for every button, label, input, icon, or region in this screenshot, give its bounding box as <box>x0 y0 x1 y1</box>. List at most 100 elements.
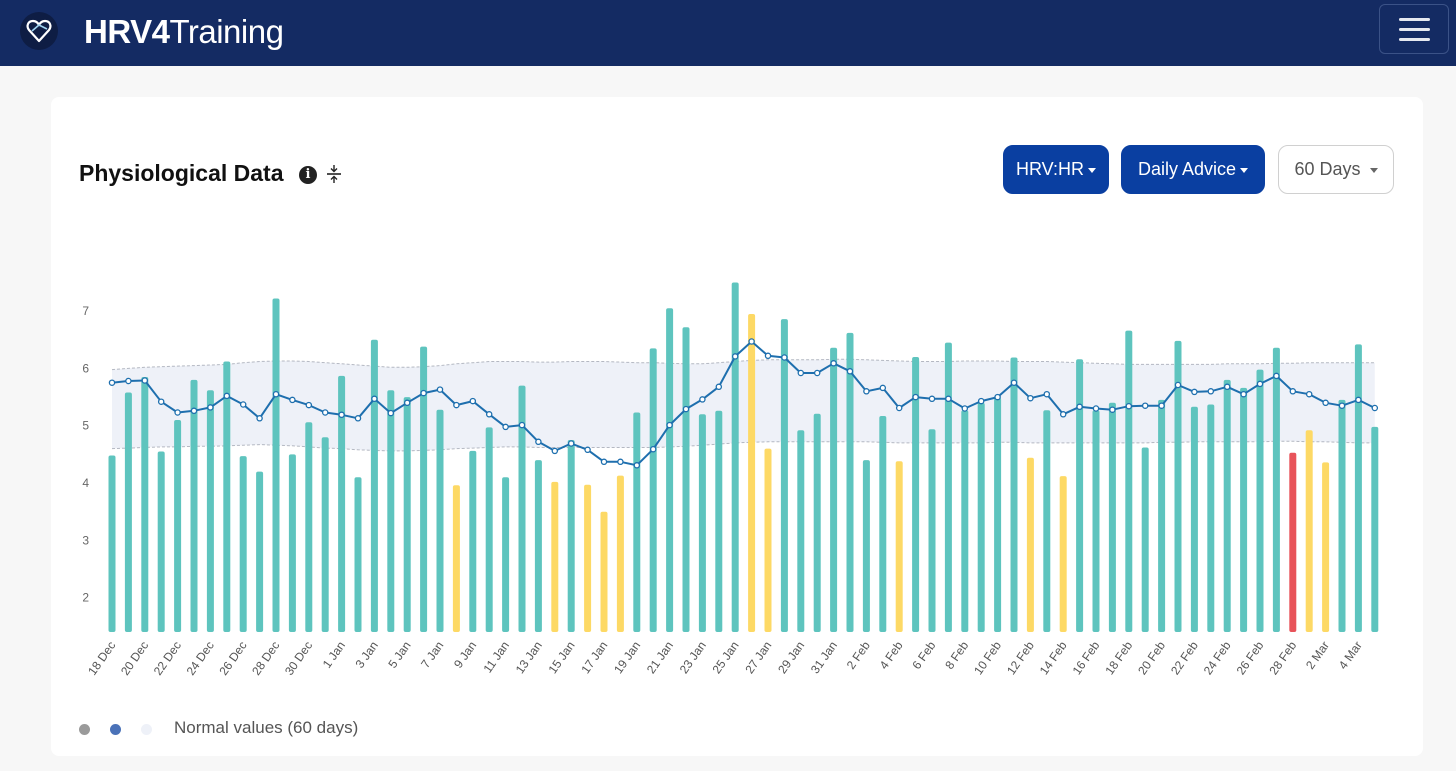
advice-dropdown-button[interactable]: Daily Advice <box>1121 145 1265 194</box>
trend-point <box>1191 388 1198 396</box>
trend-point <box>666 421 673 429</box>
hrv-bar <box>862 460 870 632</box>
trend-point <box>781 354 788 361</box>
trend-point <box>584 446 591 454</box>
trend-point <box>928 395 936 403</box>
x-tick-label: 25 Jan <box>710 639 742 677</box>
hrv-bar <box>1108 402 1116 632</box>
hrv-bar <box>928 429 936 632</box>
trend-point <box>1125 402 1133 410</box>
trend-point <box>535 438 542 446</box>
trend-point <box>912 393 919 401</box>
hrv-bar <box>1371 426 1379 632</box>
hrv-bar <box>1272 347 1280 632</box>
collapse-icon[interactable] <box>325 164 343 184</box>
hrv-bar <box>1076 359 1084 632</box>
hrv-bar <box>912 357 920 632</box>
trend-point <box>617 458 624 466</box>
hrv-bar <box>698 414 706 632</box>
hrv-bar <box>321 437 329 632</box>
hrv-bar <box>403 397 411 632</box>
x-tick-label: 2 Feb <box>844 638 873 671</box>
trend-point <box>764 352 772 360</box>
hrv-bar <box>977 402 985 632</box>
trend-point <box>321 409 329 416</box>
trend-point <box>715 383 723 391</box>
trend-point <box>1059 411 1067 418</box>
hrv-bar <box>551 481 559 632</box>
trend-point <box>1355 396 1362 404</box>
range-dropdown-label: 60 Days <box>1294 159 1361 179</box>
caret-down-icon <box>1240 167 1249 173</box>
hrv-bar <box>1190 406 1198 632</box>
x-tick-label: 12 Feb <box>1004 638 1037 677</box>
x-tick-label: 10 Feb <box>971 638 1004 677</box>
hrv-bar <box>518 385 526 632</box>
x-tick-label: 5 Jan <box>385 639 413 671</box>
hrv-bar <box>1141 447 1149 632</box>
x-tick-label: 6 Feb <box>909 638 938 671</box>
hrv-bar <box>1289 452 1297 632</box>
brand-name[interactable]: HRV4Training <box>84 13 284 51</box>
hrv-bar <box>1256 369 1264 632</box>
x-tick-label: 19 Jan <box>611 639 643 677</box>
trend-point <box>682 405 690 413</box>
info-icon[interactable]: i <box>299 166 317 184</box>
hrv-bar <box>813 413 821 632</box>
hrv-bar <box>961 410 969 632</box>
trend-point <box>1174 381 1182 389</box>
x-tick-label: 8 Feb <box>942 638 971 671</box>
hrv-bar <box>1092 410 1100 632</box>
hrv-bar <box>1174 340 1182 632</box>
trend-point <box>1240 390 1247 398</box>
x-tick-label: 24 Dec <box>184 639 217 678</box>
legend-normal-dot-icon[interactable] <box>141 724 152 735</box>
metric-dropdown-button[interactable]: HRV:HR <box>1003 145 1109 194</box>
trend-point <box>239 401 247 408</box>
menu-line-icon <box>1399 38 1430 41</box>
hrv-bar <box>354 477 362 632</box>
hrv-bar <box>715 410 723 632</box>
hrv-bar <box>780 319 788 632</box>
legend-daily-dot-icon[interactable] <box>79 724 90 735</box>
menu-line-icon <box>1399 18 1430 21</box>
trend-point <box>387 409 395 417</box>
hrv-bar <box>616 475 624 632</box>
range-dropdown-button[interactable]: 60 Days <box>1278 145 1394 194</box>
hrv-bar <box>1043 410 1051 632</box>
hrv-bar <box>1158 399 1166 632</box>
legend-trend-dot-icon[interactable] <box>110 724 121 735</box>
trend-point <box>207 404 214 411</box>
trend-point <box>371 395 378 403</box>
trend-point <box>863 388 870 395</box>
hrv-bar <box>239 456 247 632</box>
trend-point <box>453 401 460 409</box>
hrv-bar <box>534 460 542 632</box>
heart-logo-icon[interactable] <box>20 12 58 50</box>
x-tick-label: 13 Jan <box>513 639 545 677</box>
x-tick-label: 22 Dec <box>151 639 184 678</box>
hrv-bar <box>436 409 444 632</box>
x-tick-label: 20 Feb <box>1135 638 1168 677</box>
hrv-bar <box>206 390 214 632</box>
hrv-bar <box>584 484 592 632</box>
trend-point <box>157 398 165 405</box>
legend-normal-label[interactable]: Normal values (60 days) <box>174 718 359 737</box>
trend-point <box>567 440 575 447</box>
hamburger-menu-button[interactable] <box>1379 4 1449 54</box>
hrv-bar <box>879 416 887 632</box>
trend-point <box>600 458 608 466</box>
brand-light: Training <box>169 13 284 50</box>
trend-point <box>895 404 903 412</box>
trend-point <box>518 421 526 429</box>
hrv-bar <box>731 282 739 632</box>
hrv-bar <box>305 422 313 632</box>
menu-line-icon <box>1399 28 1430 31</box>
x-tick-label: 14 Feb <box>1037 638 1070 677</box>
x-tick-label: 30 Dec <box>282 639 315 678</box>
top-navbar: HRV4Training <box>0 0 1456 66</box>
x-tick-label: 29 Jan <box>775 639 807 677</box>
trend-point <box>994 393 1001 401</box>
trend-point <box>1256 380 1264 388</box>
hrv-bar <box>141 377 149 632</box>
